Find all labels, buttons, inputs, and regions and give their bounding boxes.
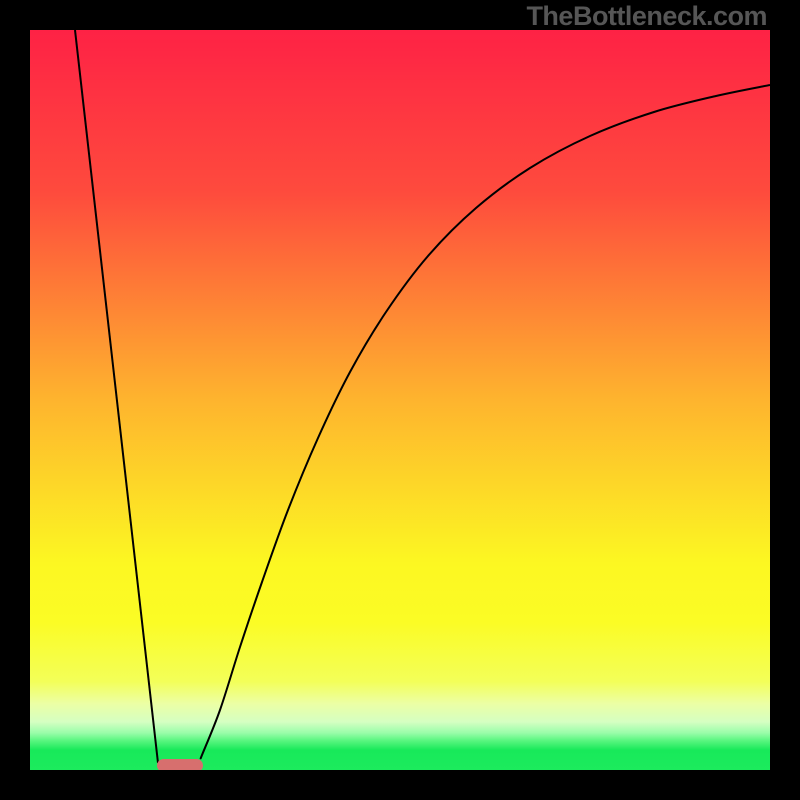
frame-bottom <box>0 770 800 800</box>
gradient-background <box>30 30 770 770</box>
watermark-text: TheBottleneck.com <box>526 1 767 32</box>
plot-area <box>30 30 770 770</box>
chart-root: TheBottleneck.com <box>0 0 800 800</box>
bottleneck-marker <box>157 759 203 771</box>
frame-left <box>0 0 30 800</box>
bottleneck-curve <box>30 30 770 770</box>
frame-right <box>770 0 800 800</box>
